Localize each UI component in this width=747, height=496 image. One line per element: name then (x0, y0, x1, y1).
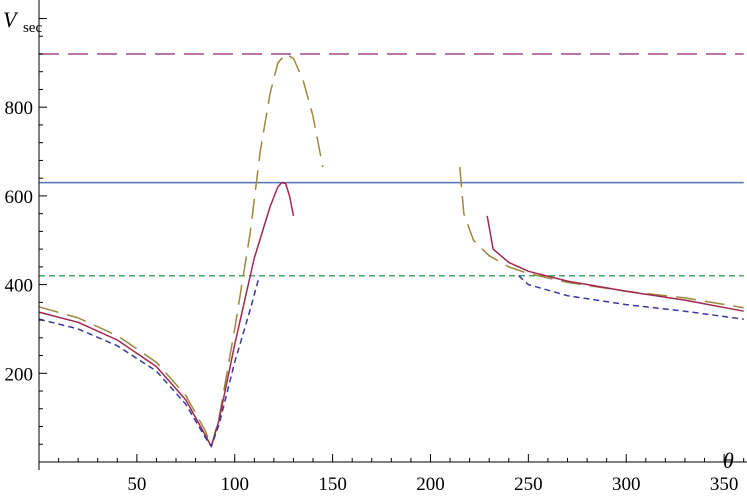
y-axis-label: V sec (3, 7, 42, 36)
ticks-layer: 50 100 150 200 250 300 350 200 400 600 800 (5, 18, 745, 495)
y-axis-label-main: V (3, 7, 19, 32)
series-layer (38, 53, 744, 448)
series-6-line-1 (38, 280, 259, 448)
series-4-line-1 (38, 53, 324, 448)
x-tick-label: 50 (127, 474, 146, 495)
series-6-line-2 (518, 275, 744, 320)
axes-layer (38, 0, 747, 470)
x-tick-label: 150 (318, 474, 347, 495)
y-tick-label: 200 (5, 364, 34, 385)
x-axis-label: θ (723, 448, 734, 473)
y-axis-label-sub: sec (23, 20, 42, 36)
y-tick-label: 400 (5, 276, 34, 297)
series-4-line-2 (459, 167, 744, 309)
x-tick-label: 100 (220, 474, 249, 495)
x-tick-label: 250 (514, 474, 543, 495)
series-5-line-1 (38, 181, 295, 448)
x-tick-label: 300 (612, 474, 641, 495)
x-tick-label: 350 (710, 474, 739, 495)
y-tick-label: 600 (5, 187, 34, 208)
y-tick-label: 800 (5, 98, 34, 119)
series-5-line-2 (486, 215, 744, 312)
x-tick-label: 200 (416, 474, 445, 495)
